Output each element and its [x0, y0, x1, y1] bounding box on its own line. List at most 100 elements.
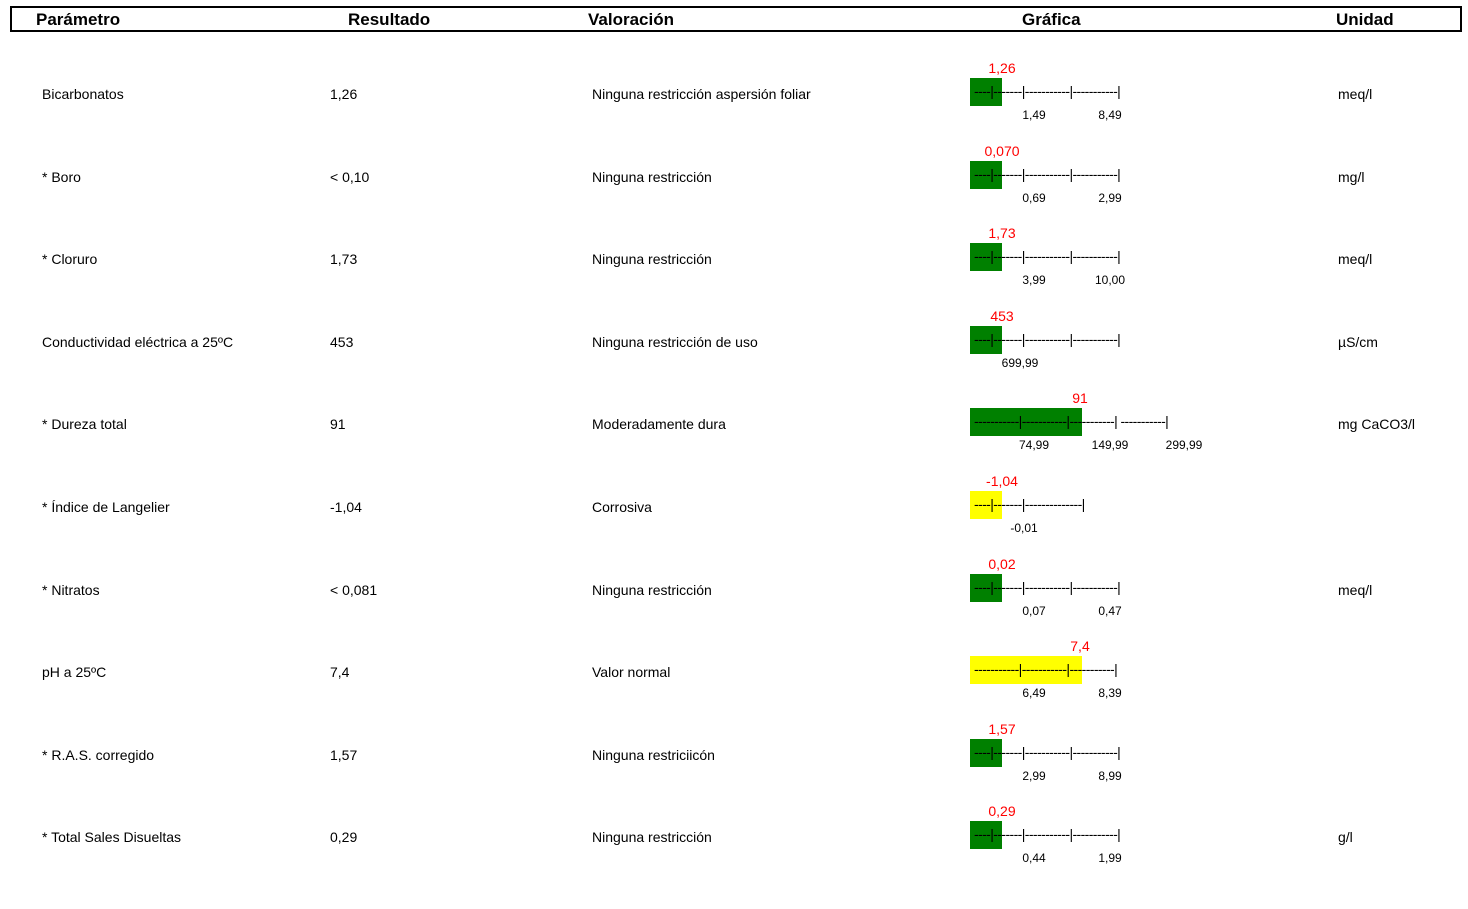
gauge-tick-label: 299,99 [1165, 438, 1203, 453]
range-gauge: ----|-------|-----------|-----------| 0,0… [970, 556, 1300, 662]
result-cell: -1,04 [330, 499, 362, 515]
valuation-cell: Ninguna restricción de uso [592, 333, 758, 350]
gauge-track: ----|-------|-----------|-----------| [974, 743, 1121, 760]
gauge-value-label: 91 [1072, 390, 1088, 407]
gauge-bar [970, 160, 1002, 189]
header-graph: Gráfica [1022, 10, 1081, 29]
param-cell: Conductividad eléctrica a 25ºC [42, 333, 234, 350]
range-gauge: ----|-------|-----------|-----------| 1,5… [970, 721, 1300, 827]
gauge-bar [970, 656, 1082, 685]
gauge-tick-label: 699,99 [1001, 355, 1039, 370]
valuation-cell: Corrosiva [592, 499, 652, 515]
gauge-tick-label: 8,99 [1098, 768, 1122, 783]
valuation-cell: Ninguna restricción aspersión foliar [592, 86, 811, 102]
gauge-track: ----|-------|-----------|-----------| [974, 330, 1121, 347]
gauge-bar [970, 78, 1002, 106]
valuation-cell: Valor normal [592, 664, 671, 681]
gauge-value-label: -1,04 [986, 473, 1018, 489]
gauge-tick-label: 74,99 [1018, 438, 1050, 453]
result-cell: 1,73 [330, 251, 358, 268]
gauge-bar [970, 573, 1002, 602]
valuation-cell: Ninguna restricción [592, 168, 712, 185]
gauge-tick-label: 10,00 [1094, 273, 1126, 288]
gauge-bar [970, 821, 1002, 850]
valuation-cell: Ninguna restricción [592, 829, 712, 846]
header-param: Parámetro [36, 10, 121, 29]
range-gauge: ----|-------|-----------|-----------| 0,0… [970, 143, 1300, 249]
param-cell: * Nitratos [42, 581, 100, 598]
gauge-tick-label: -0,01 [1010, 521, 1038, 535]
table-row: Conductividad eléctrica a 25ºC 453 Ninguna… [0, 308, 1468, 414]
table-row: * Cloruro 1,73 Ninguna restricción meq/l ---… [0, 225, 1468, 331]
gauge-tick-label: 0,69 [1022, 190, 1046, 205]
result-cell: 7,4 [330, 664, 350, 681]
gauge-bar [970, 243, 1002, 272]
gauge-track: ----|-------|--------------| [974, 496, 1085, 512]
gauge-value-label: 1,73 [988, 225, 1016, 242]
table-row: * Nitratos < 0,081 Ninguna restricción meq/… [0, 556, 1468, 662]
table-row: * Boro < 0,10 Ninguna restricción mg/l ----|… [0, 143, 1468, 249]
range-gauge: ----|-------|-----------|-----------| 1,7… [970, 225, 1300, 331]
unit-cell: g/l [1338, 829, 1353, 846]
gauge-tick-label: 3,99 [1022, 273, 1046, 288]
valuation-cell: Ninguna restricción [592, 251, 712, 268]
result-cell: < 0,10 [330, 168, 370, 185]
unit-cell: meq/l [1338, 251, 1373, 268]
gauge-track: -----------|-----------|-----------| [974, 661, 1118, 678]
valuation-cell: Ninguna restriciicón [592, 746, 715, 763]
range-gauge: -----------|-----------|-----------| ---… [970, 390, 1300, 496]
unit-cell: meq/l [1338, 581, 1373, 598]
unit-cell: mg/l [1338, 168, 1365, 185]
gauge-track: ----|-------|-----------|-----------| [974, 83, 1121, 99]
gauge-value-label: 0,02 [988, 555, 1016, 572]
unit-cell: µS/cm [1338, 333, 1378, 350]
table-row: Bicarbonatos 1,26 Ninguna restricción aspe… [0, 60, 1468, 166]
param-cell: Bicarbonatos [42, 86, 124, 102]
param-cell: * R.A.S. corregido [42, 746, 155, 763]
gauge-tick-label: 8,49 [1098, 108, 1122, 122]
gauge-tick-label: 0,44 [1022, 851, 1046, 866]
unit-cell: mg CaCO3/l [1338, 416, 1416, 433]
gauge-value-label: 7,4 [1070, 638, 1090, 655]
result-cell: 91 [330, 416, 346, 433]
param-cell: * Cloruro [42, 251, 98, 268]
range-gauge: ----|-------|--------------| -1,04 -0,01 [970, 473, 1300, 579]
valuation-cell: Ninguna restricción [592, 581, 712, 598]
result-cell: 453 [330, 333, 354, 350]
gauge-tick-label: 0,47 [1098, 603, 1122, 618]
gauge-tick-label: 2,99 [1022, 768, 1046, 783]
header-result: Resultado [348, 10, 431, 29]
result-cell: 1,57 [330, 746, 358, 763]
range-gauge: ----|-------|-----------|-----------| 0,2… [970, 803, 1300, 909]
param-cell: * Total Sales Disueltas [42, 829, 182, 846]
gauge-track: ----|-------|-----------|-----------| [974, 165, 1121, 182]
result-cell: < 0,081 [330, 581, 378, 598]
gauge-value-label: 0,29 [988, 803, 1016, 820]
gauge-track: -----------|-----------|-----------| ---… [974, 413, 1169, 430]
param-cell: * Dureza total [42, 416, 127, 433]
gauge-tick-label: 8,39 [1098, 686, 1122, 701]
param-cell: pH a 25ºC [42, 664, 107, 681]
gauge-bar [970, 325, 1002, 354]
gauge-tick-label: 6,49 [1022, 686, 1046, 701]
result-cell: 0,29 [330, 829, 358, 846]
gauge-tick-label: 1,49 [1022, 108, 1046, 122]
gauge-track: ----|-------|-----------|-----------| [974, 578, 1121, 595]
range-gauge: -----------|-----------|-----------| 7,4 6… [970, 638, 1300, 744]
gauge-tick-label: 0,07 [1022, 603, 1046, 618]
gauge-value-label: 453 [990, 307, 1014, 324]
result-cell: 1,26 [330, 86, 358, 102]
table-header: Parámetro Resultado Valoración Gráfica U… [10, 6, 1462, 32]
gauge-track: ----|-------|-----------|-----------| [974, 248, 1121, 265]
gauge-bar [970, 491, 1002, 519]
gauge-track: ----|-------|-----------|-----------| [974, 826, 1121, 843]
table-row: * Índice de Langelier -1,04 Corrosiva ----|… [0, 473, 1468, 579]
range-gauge: ----|-------|-----------|-----------| 453… [970, 308, 1300, 414]
table-row: * Dureza total 91 Moderadamente dura mg CaC… [0, 390, 1468, 496]
gauge-bar [970, 738, 1002, 767]
table-row: pH a 25ºC 7,4 Valor normal -----------|----… [0, 638, 1468, 744]
param-cell: * Boro [42, 168, 81, 185]
gauge-value-label: 0,070 [984, 142, 1020, 159]
gauge-bar [970, 408, 1082, 437]
range-gauge: ----|-------|-----------|-----------| 1,2… [970, 60, 1300, 166]
